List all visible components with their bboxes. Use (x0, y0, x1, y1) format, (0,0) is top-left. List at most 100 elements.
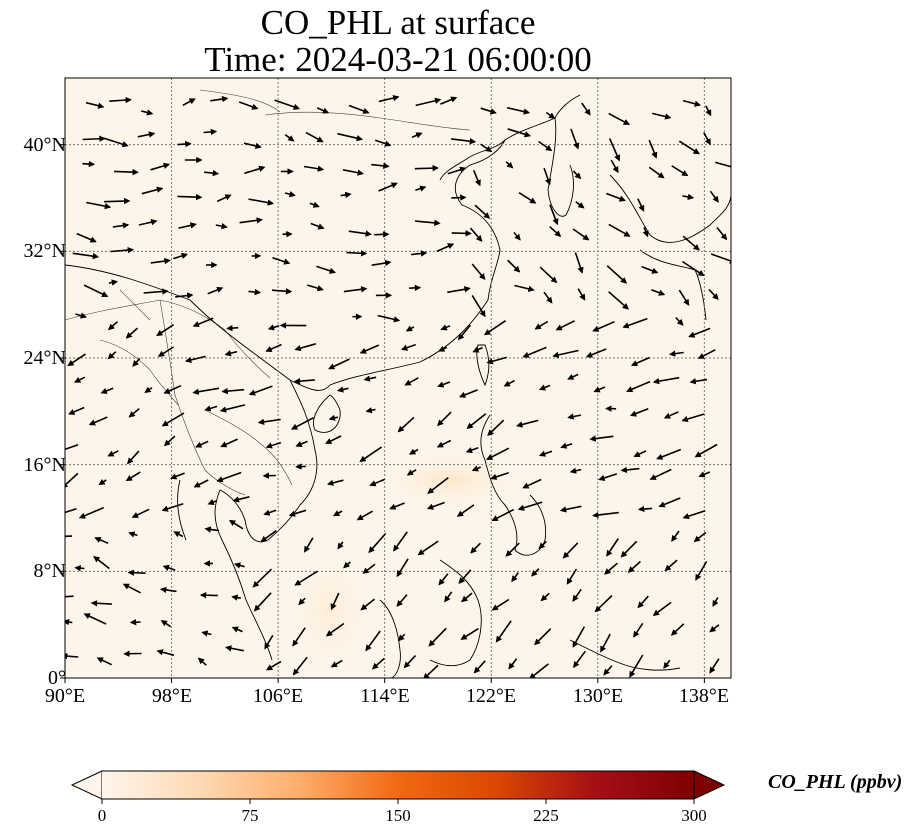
wind-arrow (469, 227, 483, 242)
wind-arrow (459, 389, 478, 398)
wind-arrow (225, 645, 245, 652)
wind-arrow (572, 626, 586, 648)
wind-arrow (458, 569, 472, 584)
wind-arrow (451, 138, 477, 145)
y-tick-24n: 24°N (23, 347, 66, 369)
wind-arrow (663, 659, 671, 669)
y-tick-16n: 16°N (23, 454, 66, 476)
wind-arrow (538, 450, 553, 457)
wind-arrow (122, 583, 141, 594)
wind-arrow (436, 411, 452, 427)
wind-arrow (447, 286, 471, 294)
wind-arrow (292, 627, 306, 647)
wind-arrow (397, 633, 406, 642)
wind-arrow (528, 663, 549, 678)
wind-arrow (466, 413, 487, 429)
wind-arrow (94, 536, 109, 545)
wind-arrow (444, 591, 453, 603)
wind-arrow (284, 133, 295, 142)
wind-arrow (437, 381, 451, 388)
wind-arrow (157, 346, 174, 357)
wind-arrow (567, 413, 582, 420)
wind-arrow (508, 658, 518, 670)
wind-arrow (74, 376, 86, 383)
map-subtitle-time: Time: 2024-03-21 06:00:00 (204, 40, 592, 79)
wind-arrow (648, 166, 665, 179)
wind-arrow (161, 412, 185, 427)
colorbar-extend-high (693, 770, 726, 800)
wind-arrow (107, 351, 117, 360)
wind-arrow (633, 622, 644, 638)
wind-arrow (538, 140, 553, 152)
coastlines (65, 94, 731, 678)
wind-arrow (110, 246, 135, 254)
wind-arrow (82, 135, 106, 142)
wind-arrow (409, 284, 422, 292)
wind-arrow (328, 414, 339, 421)
wind-arrow (642, 227, 649, 238)
wind-arrow (284, 191, 296, 198)
wind-arrow (141, 186, 164, 195)
wind-arrow (490, 471, 509, 480)
wind-arrow (371, 259, 392, 267)
wind-arrow (272, 256, 291, 265)
wind-arrow (574, 252, 584, 274)
wind-arrow (365, 407, 376, 414)
wind-arrow (336, 386, 349, 393)
wind-arrow (226, 324, 239, 332)
wind-arrow (114, 168, 139, 176)
wind-arrow (362, 563, 376, 574)
wind-arrow (257, 418, 281, 426)
wind-arrow (716, 227, 728, 241)
wind-arrow (265, 441, 282, 449)
wind-arrow (470, 542, 481, 554)
wind-arrow (192, 387, 220, 395)
wind-arrow (693, 531, 707, 543)
wind-arrow (90, 600, 112, 607)
wind-arrow (518, 192, 537, 204)
wind-arrow (175, 292, 194, 299)
wind-arrow (224, 350, 238, 357)
wind-arrow (238, 101, 259, 110)
colorbar-tick-75: 75 (241, 806, 259, 825)
wind-arrow (65, 652, 79, 660)
map-border (64, 77, 732, 679)
wind-arrow (252, 568, 273, 588)
wind-arrow (472, 346, 483, 353)
wind-arrow (271, 288, 293, 295)
wind-arrow (274, 99, 301, 110)
wind-arrow (451, 194, 467, 201)
wind-arrow (594, 595, 613, 613)
wind-arrow (112, 222, 130, 229)
wind-arrow (555, 320, 575, 331)
wind-arrow (543, 167, 552, 186)
colorbar-label: CO_PHL (ppbv) (768, 771, 903, 793)
wind-arrow (436, 439, 452, 448)
wind-arrow (292, 656, 308, 676)
wind-arrow (207, 499, 218, 506)
wind-arrow (233, 562, 245, 569)
wind-arrow (705, 105, 712, 117)
wind-arrow (371, 657, 385, 670)
wind-arrow (365, 630, 381, 652)
wind-arrow (562, 542, 579, 559)
wind-arrow (163, 435, 176, 447)
wind-arrow (138, 219, 158, 226)
wind-arrow (248, 385, 273, 396)
wind-arrow (404, 377, 419, 386)
wind-arrow (216, 471, 242, 483)
wind-arrow (337, 132, 364, 142)
wind-arrow (98, 478, 107, 486)
wind-arrow (629, 654, 644, 678)
wind-arrow (128, 407, 140, 418)
country-borders (65, 89, 471, 496)
wind-arrow (356, 510, 373, 521)
wind-arrow (260, 530, 277, 543)
wind-arrow (426, 501, 445, 510)
x-tick-90e: 90°E (44, 685, 86, 707)
wind-arrow (369, 478, 386, 487)
wind-arrow (486, 356, 507, 365)
wind-arrow (293, 377, 315, 385)
